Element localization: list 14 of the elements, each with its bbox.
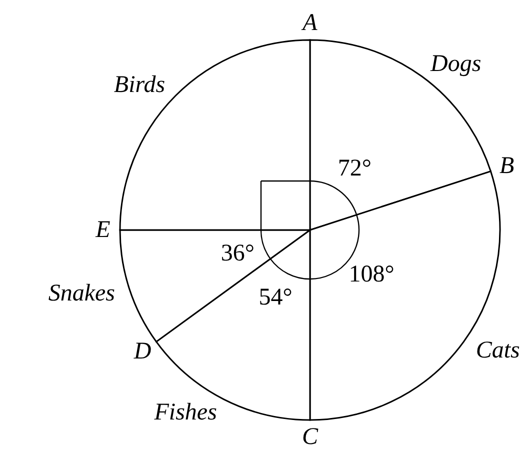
data-label: 36°: [220, 240, 255, 266]
text: E: [94, 217, 111, 243]
data-label: 72°: [338, 156, 372, 182]
slice-label: Cats: [476, 337, 520, 364]
data-label: 108°: [348, 262, 394, 288]
text: B: [500, 153, 515, 180]
slice-label: Dogs: [429, 51, 482, 78]
data-label: 54°: [258, 284, 292, 311]
slice-label: Birds: [114, 72, 166, 98]
slice-label: Fishes: [153, 400, 217, 426]
text: D: [132, 338, 152, 365]
text: A: [300, 10, 318, 36]
slice-label: Snakes: [48, 280, 116, 306]
text: C: [302, 424, 319, 450]
